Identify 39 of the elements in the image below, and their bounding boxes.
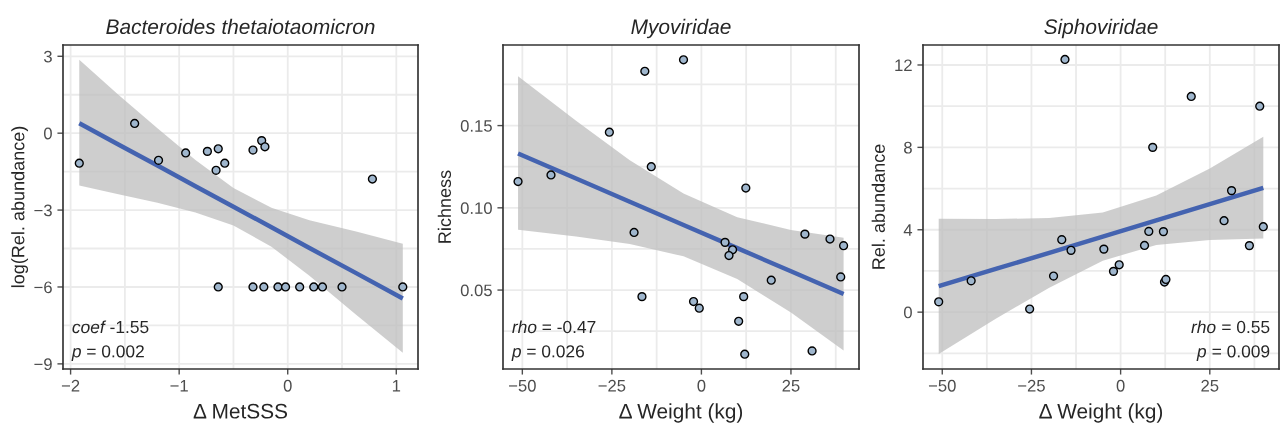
x-tick-label: −25: [1018, 379, 1045, 392]
chart-title: Siphoviridae: [1044, 18, 1158, 39]
y-tick-label: 0.10: [460, 202, 492, 215]
y-tick-label: −3: [34, 204, 52, 217]
annotation: p = 0.009: [1196, 345, 1270, 361]
y-tick-label: 0.15: [460, 119, 492, 132]
y-axis-title: Rel. abundance: [871, 144, 885, 269]
annotation: rho = -0.47: [512, 320, 596, 334]
y-axis-title: log(Rel. abundance): [11, 126, 29, 288]
x-tick-label: 1: [392, 380, 401, 392]
x-tick-label: −2: [61, 379, 80, 392]
annotation: coef -1.55: [72, 320, 149, 334]
chart-title: Bacteroides thetaiotaomicron: [106, 18, 375, 35]
y-tick-label: 12: [895, 59, 912, 72]
y-axis-title: Richness: [437, 170, 452, 243]
x-tick-label: 0: [283, 379, 292, 392]
x-tick-label: −50: [928, 379, 956, 392]
y-tick-label: 0: [43, 127, 52, 140]
y-tick-label: 0.05: [460, 284, 492, 297]
y-tick-label: 8: [904, 141, 912, 154]
x-axis-title: Δ Weight (kg): [1039, 403, 1163, 423]
y-tick-label: 3: [43, 50, 52, 63]
y-tick-label: 4: [903, 224, 913, 236]
x-tick-label: −1: [170, 380, 188, 392]
annotation: rho = 0.55: [1191, 320, 1270, 334]
x-tick-label: 0: [1116, 379, 1125, 392]
x-axis-title: Δ MetSSS: [193, 403, 288, 419]
chart-title: Myoviridae: [631, 18, 731, 39]
y-tick-label: 0: [903, 306, 912, 319]
y-tick-label: −9: [34, 358, 52, 371]
annotation: p = 0.026: [511, 345, 584, 361]
x-tick-label: 25: [782, 379, 800, 392]
x-axis-title: Δ Weight (kg): [619, 403, 743, 423]
x-tick-label: 0: [697, 379, 706, 392]
annotation: p = 0.002: [71, 345, 144, 361]
x-tick-label: −50: [509, 379, 536, 392]
x-tick-label: −25: [598, 379, 626, 392]
x-tick-label: 25: [1201, 379, 1219, 392]
y-tick-label: −6: [34, 281, 52, 294]
